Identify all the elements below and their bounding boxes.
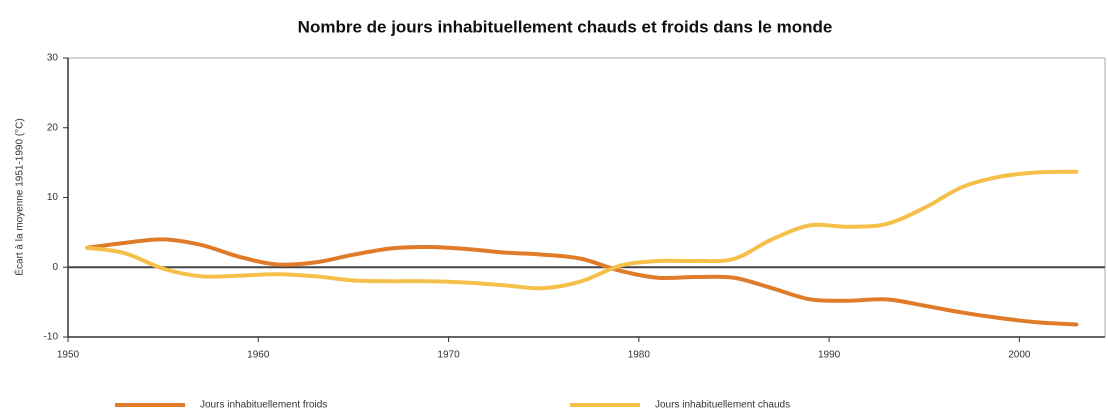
chart-title: Nombre de jours inhabituellement chauds … (298, 17, 833, 36)
series-line (85, 169, 1079, 291)
legend-label: Jours inhabituellement froids (200, 400, 327, 411)
series-line (85, 237, 1079, 327)
x-tick-label: 1990 (818, 350, 841, 361)
y-tick-label: 10 (47, 192, 59, 203)
x-tick-label: 1980 (628, 350, 651, 361)
y-axis-label: Écart à la moyenne 1951-1990 (°C) (13, 118, 26, 275)
y-tick-label: 0 (52, 262, 58, 273)
y-tick-label: -10 (44, 332, 59, 343)
x-tick-label: 1950 (57, 350, 80, 361)
y-tick-label: 30 (47, 53, 59, 64)
x-tick-label: 2000 (1008, 350, 1031, 361)
legend-label: Jours inhabituellement chauds (655, 400, 790, 411)
x-tick-label: 1970 (437, 350, 460, 361)
x-tick-label: 1960 (247, 350, 270, 361)
y-tick-label: 20 (47, 122, 59, 133)
